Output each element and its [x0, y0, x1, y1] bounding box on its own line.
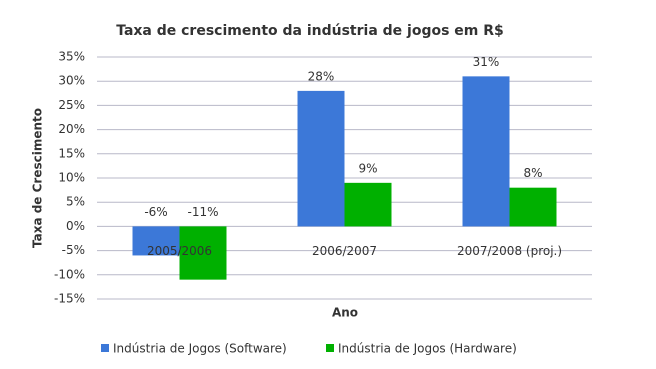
legend-swatch	[326, 344, 334, 352]
bar	[297, 90, 345, 227]
legend-label: Indústria de Jogos (Hardware)	[338, 342, 517, 356]
x-tick-label: 2007/2008 (proj.)	[457, 244, 562, 258]
data-label: 8%	[523, 166, 542, 180]
x-tick-label: 2006/2007	[312, 244, 377, 258]
y-tick-label: 20%	[58, 122, 85, 136]
bar	[344, 182, 392, 227]
y-axis-label: Taxa de Crescimento	[31, 108, 45, 248]
y-tick-label: 0%	[66, 219, 85, 233]
legend-swatch	[101, 344, 109, 352]
data-label: 9%	[358, 161, 377, 175]
legend-label: Indústria de Jogos (Software)	[113, 342, 287, 356]
data-label: 28%	[308, 69, 335, 83]
y-tick-label: 5%	[66, 195, 85, 209]
data-label: -11%	[187, 205, 218, 219]
y-tick-label: 30%	[58, 74, 85, 88]
chart-title: Taxa de crescimento da indústria de jogo…	[116, 23, 504, 39]
y-tick-label: 15%	[58, 146, 85, 160]
data-label: 31%	[473, 55, 500, 69]
y-tick-label: 25%	[58, 98, 85, 112]
y-tick-label: -5%	[62, 243, 85, 257]
bar	[509, 187, 557, 227]
y-tick-label: 35%	[58, 50, 85, 64]
y-tick-label: -15%	[54, 292, 85, 306]
x-tick-label: 2005/2006	[147, 244, 212, 258]
y-tick-label: -10%	[54, 267, 85, 281]
y-tick-label: 10%	[58, 171, 85, 185]
bar	[132, 226, 180, 256]
bar	[179, 226, 227, 280]
bar	[462, 76, 510, 227]
x-axis-label: Ano	[332, 306, 358, 320]
data-label: -6%	[144, 205, 167, 219]
